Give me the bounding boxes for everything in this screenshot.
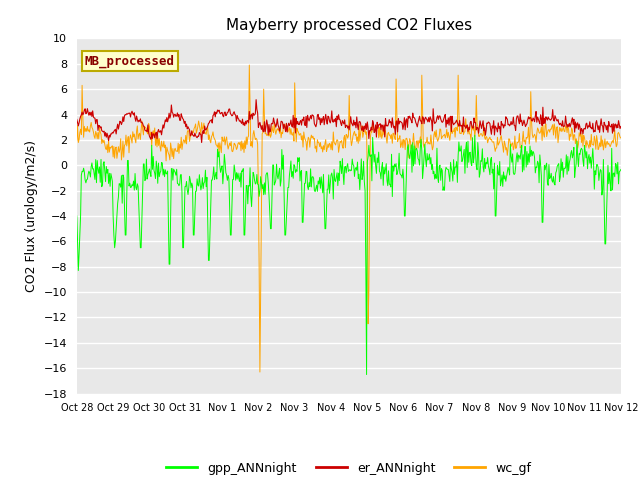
Text: MB_processed: MB_processed [85,54,175,68]
Title: Mayberry processed CO2 Fluxes: Mayberry processed CO2 Fluxes [226,18,472,33]
Legend: gpp_ANNnight, er_ANNnight, wc_gf: gpp_ANNnight, er_ANNnight, wc_gf [161,456,536,480]
Y-axis label: CO2 Flux (urology/m2/s): CO2 Flux (urology/m2/s) [25,140,38,292]
